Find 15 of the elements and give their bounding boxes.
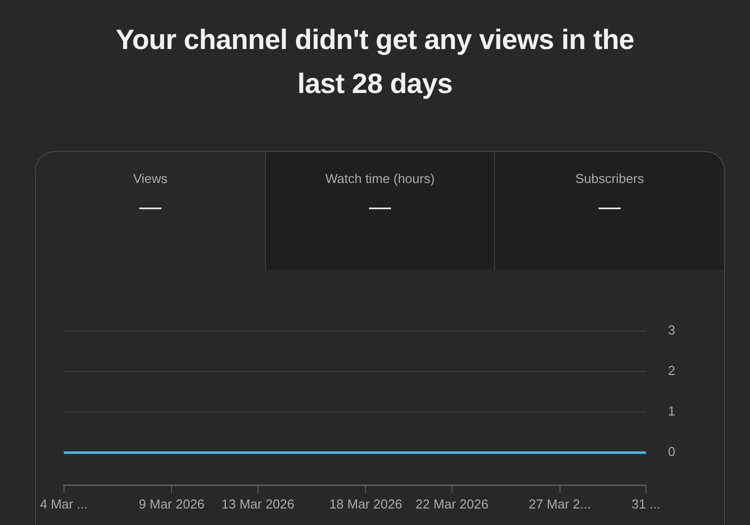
metric-tab: Subscribers — <box>495 152 724 270</box>
y-tick-label: 0 <box>668 444 676 460</box>
x-tick-label: 27 Mar 2... <box>528 496 591 512</box>
y-tick-label: 3 <box>668 322 676 338</box>
y-tick-label: 2 <box>668 363 676 378</box>
metric-tab: Watch time (hours) — <box>266 152 496 270</box>
x-tick-label: 4 Mar ... <box>40 496 88 512</box>
x-tick-label: 18 Mar 2026 <box>329 496 402 512</box>
x-tick-label: 13 Mar 2026 <box>221 496 294 512</box>
metric-tab: Views — <box>36 152 266 270</box>
y-tick-label: 1 <box>668 404 676 419</box>
x-tick-label: 22 Mar 2026 <box>415 496 488 512</box>
x-tick-label: 31 ... <box>632 496 660 512</box>
x-tick-label: 9 Mar 2026 <box>138 496 205 512</box>
chart-title: Your channel didn't get any views in the last 28 days <box>114 23 636 101</box>
